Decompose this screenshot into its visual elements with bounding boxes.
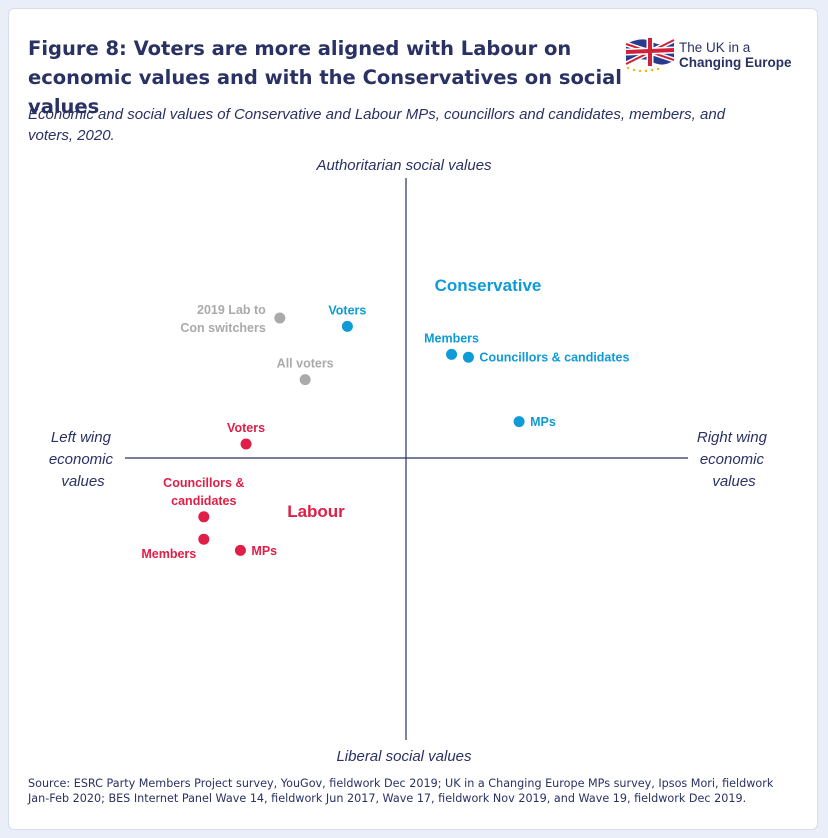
data-point-label: Voters [227, 421, 265, 435]
logo-line2: Changing Europe [679, 55, 792, 70]
data-points: 2019 Lab to Con switchers All voters Voters… [141, 303, 629, 561]
data-point-label: Members [141, 547, 196, 561]
data-point-label: 2019 Lab to Con switchers [180, 303, 266, 335]
data-point-label-line: Voters [227, 421, 265, 435]
data-point-label: MPs [251, 544, 277, 558]
axis-label-top: Authoritarian social values [315, 157, 492, 174]
data-point-label-line: Members [424, 331, 479, 345]
axis-label-left-line: Left wing [51, 429, 112, 446]
data-point-label: Councillors & candidates [479, 351, 629, 365]
logo-text: The UK in a Changing Europe [679, 40, 792, 70]
data-point-conservative [446, 348, 458, 360]
data-point-label-line: Councillors & [163, 476, 244, 490]
axis-label-right-line: economic [700, 451, 765, 468]
data-point-label-line: Councillors & candidates [479, 351, 629, 365]
axis-label-bottom: Liberal social values [336, 748, 472, 765]
logo-line1: The UK in a [679, 40, 751, 55]
axis-label-left-line: values [61, 473, 105, 490]
figure-subtitle: Economic and social values of Conservati… [28, 106, 726, 144]
data-point-label-line: 2019 Lab to [197, 303, 266, 317]
data-point-conservative [341, 320, 353, 332]
data-point-label-line: All voters [277, 357, 334, 371]
data-point-label: Councillors & candidates [163, 476, 244, 508]
axis-label-left: Left wing economic values [49, 429, 117, 490]
data-point-labour [240, 438, 252, 450]
data-point-label: All voters [277, 357, 334, 371]
data-point-label-line: Members [141, 547, 196, 561]
data-point-voters_all [299, 374, 311, 386]
data-point-label-line: MPs [530, 415, 556, 429]
source-note: Source: ESRC Party Members Project surve… [28, 777, 774, 805]
data-point-voters_all [274, 312, 286, 324]
figure-title: Figure 8: Voters are more aligned with L… [28, 37, 622, 118]
data-point-labour [234, 544, 246, 556]
data-point-labour [198, 533, 210, 545]
axis-label-right-line: Right wing [697, 429, 768, 446]
data-point-label: MPs [530, 415, 556, 429]
data-point-label-line: candidates [171, 494, 236, 508]
axis-label-right: Right wing economic values [697, 429, 771, 490]
data-point-label: Members [424, 331, 479, 345]
axis-label-right-line: values [712, 473, 756, 490]
data-point-label-line: Con switchers [180, 321, 265, 335]
union-flag-icon [624, 37, 676, 73]
data-point-label: Voters [328, 303, 366, 317]
uk-in-changing-europe-logo: The UK in a Changing Europe [622, 34, 802, 74]
data-point-label-line: MPs [251, 544, 277, 558]
group-label-conservative: Conservative [435, 276, 542, 295]
data-point-conservative [513, 416, 525, 428]
data-point-labour [198, 511, 210, 523]
axis-label-left-line: economic [49, 451, 114, 468]
data-point-label-line: Voters [328, 303, 366, 317]
figure-card [8, 8, 818, 830]
data-point-conservative [462, 351, 474, 363]
group-label-labour: Labour [287, 502, 345, 521]
